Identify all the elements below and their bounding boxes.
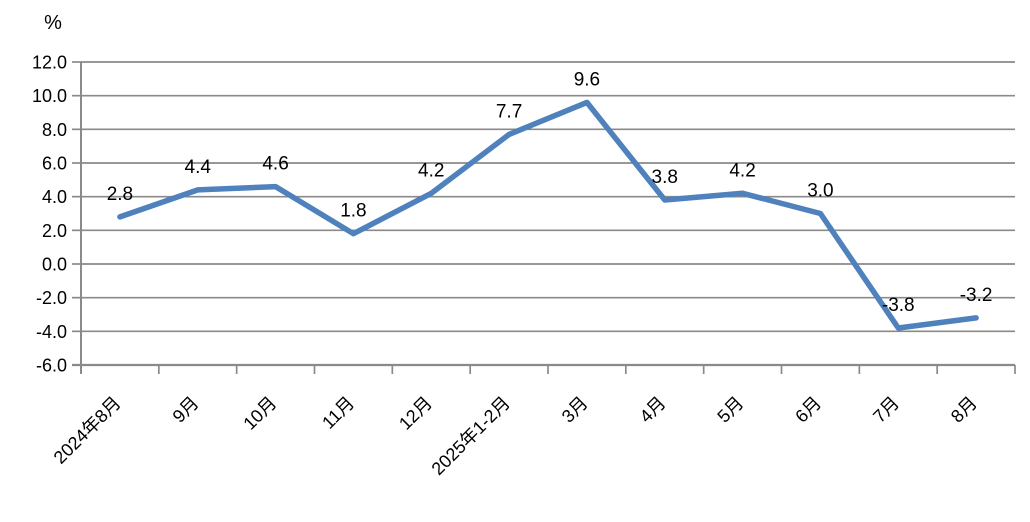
data-point-label: 3.8 bbox=[652, 167, 678, 188]
x-axis-category-label: 7月 bbox=[869, 393, 903, 427]
y-axis-unit-label: % bbox=[44, 12, 62, 34]
data-point-label: 4.2 bbox=[729, 160, 755, 181]
data-point-label: 2.8 bbox=[107, 184, 133, 205]
y-axis-tick-label: -2.0 bbox=[36, 288, 67, 308]
x-axis-category-label: 3月 bbox=[558, 393, 592, 427]
data-point-label: 4.4 bbox=[185, 157, 212, 178]
x-axis-category-label: 6月 bbox=[791, 393, 825, 427]
data-point-label: 4.2 bbox=[418, 160, 444, 181]
data-point-label: 4.6 bbox=[262, 154, 288, 175]
y-axis-tick-label: 10.0 bbox=[32, 86, 67, 106]
y-axis-tick-label: 12.0 bbox=[32, 53, 67, 73]
data-point-label: -3.2 bbox=[960, 285, 993, 306]
data-point-label: 9.6 bbox=[574, 69, 600, 90]
y-axis-tick-label: -4.0 bbox=[36, 322, 67, 342]
x-axis-category-label: 11月 bbox=[318, 393, 358, 433]
data-point-label: -3.8 bbox=[882, 295, 915, 316]
data-point-label: 7.7 bbox=[496, 101, 522, 122]
y-axis-tick-label: -6.0 bbox=[36, 356, 67, 376]
y-axis-tick-label: 4.0 bbox=[42, 187, 67, 207]
x-axis-category-label: 9月 bbox=[169, 393, 203, 427]
x-axis-category-label: 5月 bbox=[713, 393, 747, 427]
x-axis-category-label: 10月 bbox=[239, 393, 280, 434]
data-line bbox=[117, 99, 979, 331]
x-axis-category-label: 4月 bbox=[636, 393, 670, 427]
x-axis-category-label: 8月 bbox=[947, 393, 981, 427]
data-point-label: 1.8 bbox=[340, 201, 366, 222]
y-axis-tick-label: 8.0 bbox=[42, 120, 67, 140]
y-axis-tick-label: 0.0 bbox=[42, 255, 67, 275]
y-axis-tick-label: 2.0 bbox=[42, 221, 67, 241]
x-axis-category-label: 2025年1-2月 bbox=[428, 393, 514, 479]
x-axis-category-label: 2024年8月 bbox=[50, 393, 125, 468]
data-point-label: 3.0 bbox=[807, 181, 833, 202]
x-axis-category-label: 12月 bbox=[395, 393, 436, 434]
y-axis-tick-label: 6.0 bbox=[42, 154, 67, 174]
